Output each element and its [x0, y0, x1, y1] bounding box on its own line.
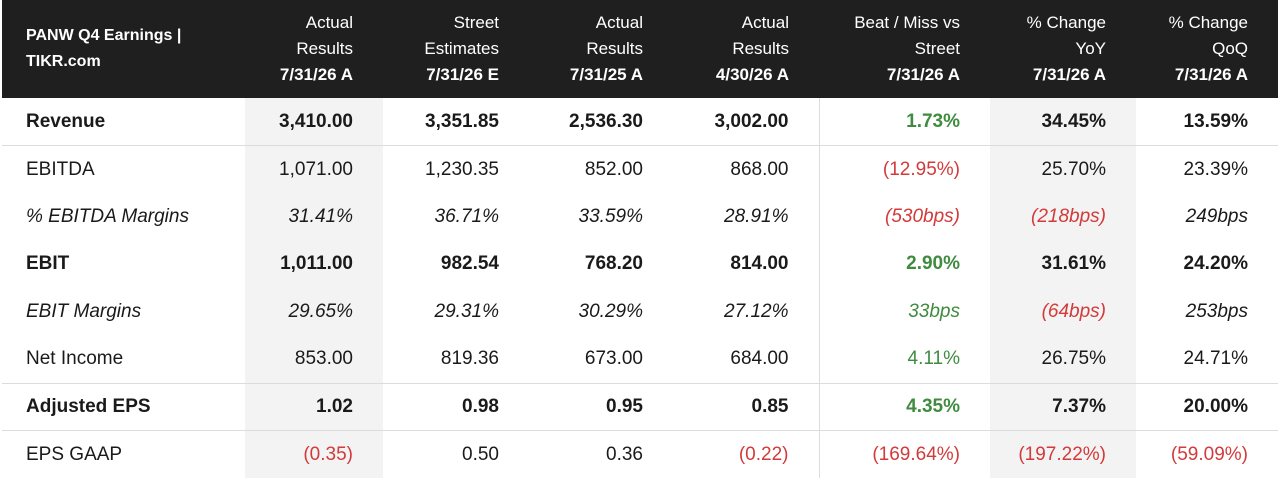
table-cell: 0.98: [383, 383, 529, 431]
table-cell: 3,351.85: [383, 98, 529, 146]
row-label: EBIT: [26, 253, 70, 275]
table-cell: 2.90%: [818, 240, 990, 288]
col-header-street-estimates: Street Estimates 7/31/26 E: [383, 0, 529, 98]
table-cell: 4.35%: [818, 383, 990, 431]
table-cell: (218bps): [990, 193, 1136, 241]
table-cell: 0.36: [606, 443, 643, 465]
table-cell: 7.37%: [990, 383, 1136, 431]
table-cell: 26.75%: [990, 335, 1136, 384]
table-body: Revenue 3,410.00 3,351.85 2,536.30 3,002.00 1…: [2, 98, 1278, 478]
table-cell: 868.00: [730, 158, 789, 180]
table-cell: 29.65%: [245, 288, 383, 336]
table-cell: 673.00: [529, 335, 673, 384]
table-row: EBIT Margins 29.65% 29.31% 30.29% 27.12% 33bp…: [2, 288, 1278, 336]
table-row: EBIT 1,011.00 982.54 768.20 814.00 2.90% 31.61…: [2, 240, 1278, 288]
col-header-change-yoy: % Change YoY 7/31/26 A: [990, 0, 1136, 98]
table-cell: 31.61%: [990, 240, 1136, 288]
table-cell: (64bps): [990, 288, 1136, 336]
table-cell: 30.29%: [578, 300, 643, 322]
table-cell: 2,536.30: [529, 98, 673, 146]
table-cell: 1,230.35: [425, 158, 499, 180]
col-header-change-qoq: % Change QoQ 7/31/26 A: [1136, 0, 1278, 98]
table-cell: 29.31%: [434, 300, 499, 322]
table-cell: 24.71%: [1136, 335, 1278, 384]
col-header-actual-prior-quarter: Actual Results 4/30/26 A: [673, 0, 819, 98]
table-cell: 25.70%: [990, 145, 1136, 193]
table-cell: 31.41%: [245, 193, 383, 241]
table-cell: 27.12%: [724, 300, 789, 322]
table-cell: 23.39%: [1183, 158, 1248, 180]
table-cell: 34.45%: [990, 98, 1136, 146]
table-cell: (59.09%): [1170, 443, 1248, 465]
table-row: EPS GAAP (0.35) 0.50 0.36 (0.22) (169.64%) (19…: [2, 430, 1278, 478]
table-cell: 249bps: [1185, 205, 1248, 227]
table-row: Net Income 853.00 819.36 673.00 684.00 4.11% 2…: [2, 335, 1278, 384]
table-cell: 1.73%: [818, 98, 990, 146]
table-cell: (530bps): [818, 193, 990, 241]
header-row: PANW Q4 Earnings | TIKR.com Actual Result…: [2, 0, 1278, 98]
table-cell: 1,011.00: [245, 240, 383, 288]
table-cell: 0.50: [462, 443, 499, 465]
table-cell: 768.20: [584, 253, 643, 275]
col-header-actual-results: Actual Results 7/31/26 A: [245, 0, 383, 98]
earnings-table: PANW Q4 Earnings | TIKR.com Actual Result…: [2, 0, 1278, 478]
table-cell: 20.00%: [1136, 383, 1278, 431]
table-cell: (0.35): [245, 430, 383, 478]
table-cell: 24.20%: [1183, 253, 1248, 275]
table-cell: (0.22): [738, 443, 789, 465]
table-row: Adjusted EPS 1.02 0.98 0.95 0.85 4.35% 7.37% 20…: [2, 383, 1278, 431]
title-line-2: TIKR.com: [26, 53, 101, 70]
table-cell: (197.22%): [990, 430, 1136, 478]
col-header-beat-miss: Beat / Miss vs Street 7/31/26 A: [819, 0, 990, 98]
table-row: % EBITDA Margins 31.41% 36.71% 33.59% 28.91%…: [2, 193, 1278, 241]
table-cell: 684.00: [673, 335, 819, 384]
table-cell: 4.11%: [818, 335, 990, 384]
table-cell: 3,002.00: [673, 98, 819, 146]
table-cell: 28.91%: [724, 205, 789, 227]
table-cell: 253bps: [1185, 300, 1248, 322]
row-label: % EBITDA Margins: [26, 205, 189, 227]
table-cell: 36.71%: [434, 205, 499, 227]
table-cell: 3,410.00: [245, 98, 383, 146]
table-cell: 0.85: [673, 383, 819, 431]
table-cell: 33bps: [818, 288, 990, 336]
table-cell: 1.02: [245, 383, 383, 431]
table-cell: 814.00: [730, 253, 789, 275]
table-row: EBITDA 1,071.00 1,230.35 852.00 868.00 (12.95…: [2, 145, 1278, 193]
table-cell: 819.36: [383, 335, 529, 384]
table-cell: 853.00: [245, 335, 383, 384]
row-label: Adjusted EPS: [2, 383, 245, 431]
row-label: Revenue: [2, 98, 245, 146]
row-label: EPS GAAP: [26, 443, 123, 465]
row-label: EBIT Margins: [26, 300, 142, 322]
table-cell: (169.64%): [818, 430, 990, 478]
col-header-actual-prior-year: Actual Results 7/31/25 A: [529, 0, 673, 98]
table-cell: 852.00: [584, 158, 643, 180]
table-cell: 33.59%: [578, 205, 643, 227]
row-label: Net Income: [2, 335, 245, 384]
table-cell: 13.59%: [1136, 98, 1278, 146]
title-line-1: PANW Q4 Earnings |: [26, 27, 182, 44]
table-cell: 982.54: [440, 253, 499, 275]
table-cell: 1,071.00: [245, 145, 383, 193]
table-cell: (12.95%): [818, 145, 990, 193]
table-title: PANW Q4 Earnings | TIKR.com: [2, 0, 245, 98]
table-row: Revenue 3,410.00 3,351.85 2,536.30 3,002.00 1…: [2, 98, 1278, 146]
row-label: EBITDA: [26, 158, 95, 180]
table-cell: 0.95: [529, 383, 673, 431]
